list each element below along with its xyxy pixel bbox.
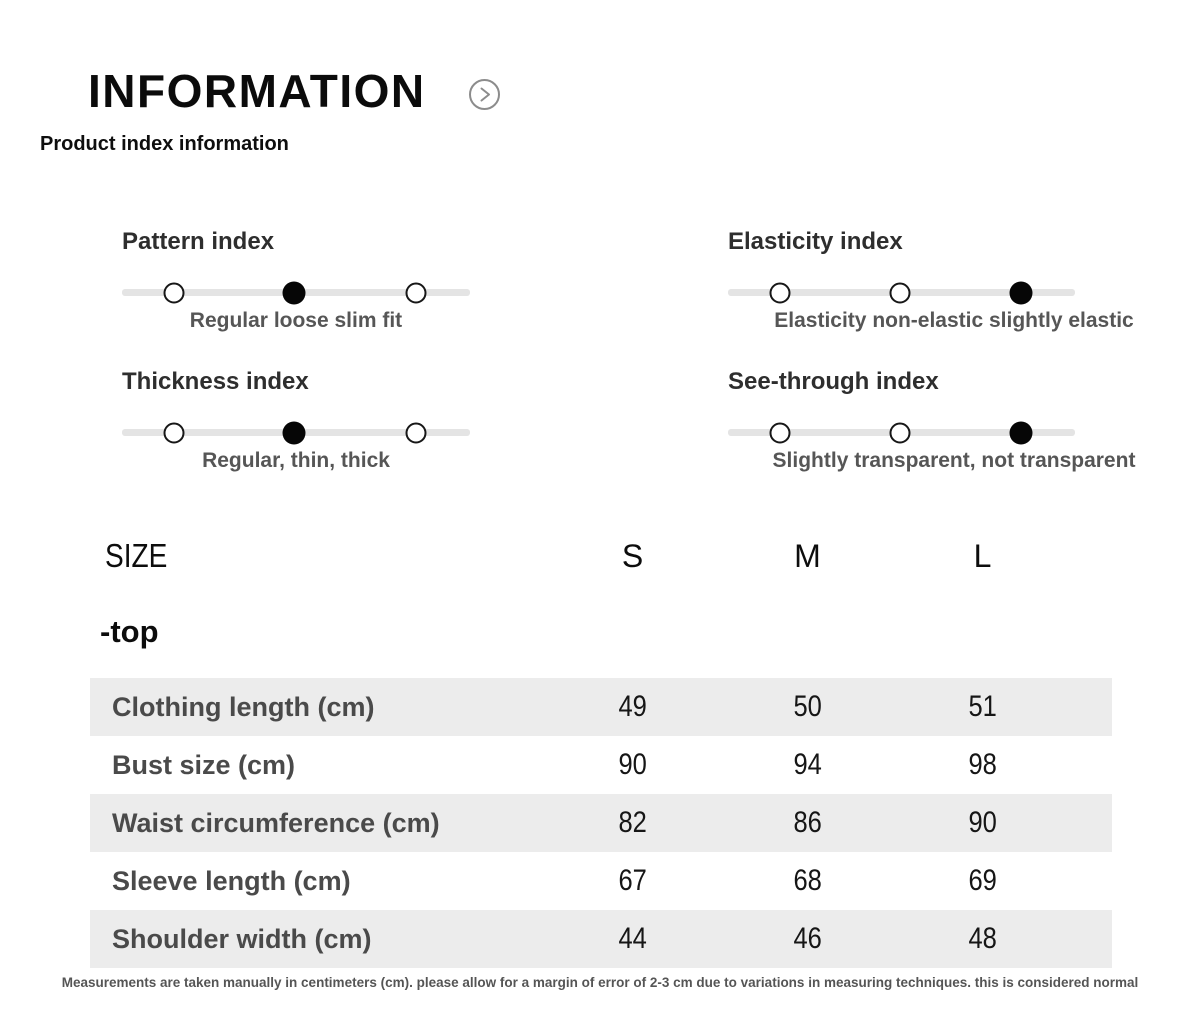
index-dot bbox=[769, 282, 791, 303]
row-value: 86 bbox=[793, 806, 822, 839]
chevron-right-circle-icon bbox=[468, 78, 501, 111]
row-value: 46 bbox=[793, 922, 822, 955]
section-label-top: -top bbox=[100, 614, 159, 649]
index-title: Pattern index bbox=[122, 228, 275, 255]
row-label: Sleeve length (cm) bbox=[112, 865, 351, 896]
row-value: 98 bbox=[968, 748, 997, 781]
table-row: Clothing length (cm) 49 50 51 bbox=[90, 678, 1112, 736]
measurement-disclaimer: Measurements are taken manually in centi… bbox=[61, 975, 1139, 990]
index-caption: Regular loose slim fit bbox=[189, 309, 403, 332]
row-value: 68 bbox=[793, 864, 822, 897]
size-table: Clothing length (cm) 49 50 51 Bust size … bbox=[90, 678, 1112, 968]
row-value: 49 bbox=[618, 690, 647, 723]
table-row: Waist circumference (cm) 82 86 90 bbox=[90, 794, 1112, 852]
row-value: 90 bbox=[618, 748, 647, 781]
size-column-l: L bbox=[973, 537, 992, 574]
index-panel-elasticity: Elasticity index Elasticity non-elastic … bbox=[728, 228, 1180, 333]
row-value: 67 bbox=[618, 864, 647, 897]
row-value: 94 bbox=[793, 748, 822, 781]
index-title: Elasticity index bbox=[728, 228, 903, 255]
page-title: INFORMATION bbox=[88, 65, 426, 117]
index-dot bbox=[769, 422, 791, 443]
table-row: Bust size (cm) 90 94 98 bbox=[90, 736, 1112, 794]
index-dot bbox=[282, 281, 306, 304]
index-caption: Slightly transparent, not transparent bbox=[772, 449, 1136, 472]
index-track bbox=[122, 421, 470, 444]
table-row: Sleeve length (cm) 67 68 69 bbox=[90, 852, 1112, 910]
index-track bbox=[728, 281, 1075, 304]
table-row: Shoulder width (cm) 44 46 48 bbox=[90, 910, 1112, 968]
row-value: 51 bbox=[968, 690, 997, 723]
index-track bbox=[122, 281, 470, 304]
row-value: 90 bbox=[968, 806, 997, 839]
row-value: 82 bbox=[618, 806, 647, 839]
size-column-m: M bbox=[794, 537, 821, 574]
row-label: Clothing length (cm) bbox=[112, 691, 375, 722]
index-panel-see-through: See-through index Slightly transparent, … bbox=[728, 368, 1180, 473]
row-value: 44 bbox=[618, 922, 647, 955]
index-caption: Elasticity non-elastic slightly elastic bbox=[774, 309, 1134, 332]
index-dot bbox=[1009, 281, 1033, 304]
index-dot bbox=[889, 282, 911, 303]
index-dot bbox=[1009, 421, 1033, 444]
row-value: 48 bbox=[968, 922, 997, 955]
index-title: See-through index bbox=[728, 368, 939, 395]
row-value: 69 bbox=[968, 864, 997, 897]
index-dot bbox=[889, 422, 911, 443]
index-title: Thickness index bbox=[122, 368, 309, 395]
index-dot bbox=[163, 422, 185, 443]
index-track bbox=[728, 421, 1075, 444]
index-dot bbox=[282, 421, 306, 444]
row-label: Bust size (cm) bbox=[112, 749, 296, 780]
row-label: Waist circumference (cm) bbox=[112, 807, 440, 838]
row-value: 50 bbox=[793, 690, 822, 723]
index-dot bbox=[405, 422, 427, 443]
row-label: Shoulder width (cm) bbox=[112, 923, 372, 954]
index-panel-pattern: Pattern index Regular loose slim fit bbox=[122, 228, 470, 333]
size-header-label: SIZE bbox=[105, 537, 168, 574]
index-dot bbox=[405, 282, 427, 303]
index-dot bbox=[163, 282, 185, 303]
index-panel-thickness: Thickness index Regular, thin, thick bbox=[122, 368, 470, 473]
index-caption: Regular, thin, thick bbox=[202, 449, 390, 472]
size-column-s: S bbox=[621, 537, 644, 574]
page-subtitle: Product index information bbox=[40, 133, 289, 155]
size-table-header: SIZE S M L bbox=[90, 534, 1112, 578]
